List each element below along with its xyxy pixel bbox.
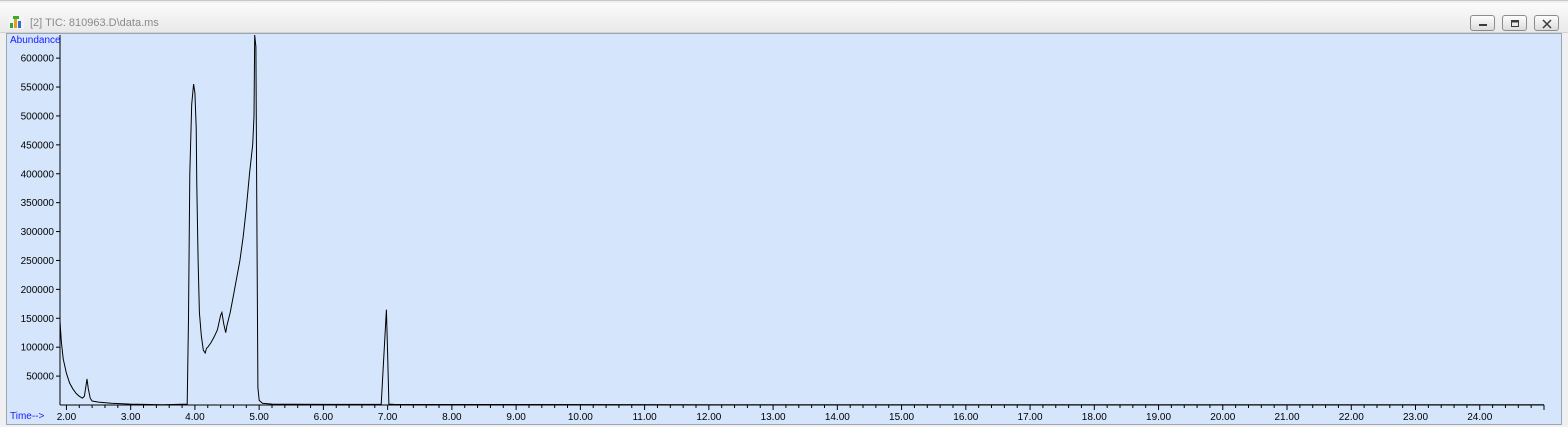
x-tick-label: 24.00 [1467, 412, 1492, 423]
x-tick-label: 22.00 [1339, 412, 1364, 423]
y-tick-label: 550000 [21, 83, 55, 94]
x-tick-label: 14.00 [825, 412, 850, 423]
tic-trace-line [59, 34, 1544, 406]
x-tick-label: 21.00 [1275, 412, 1300, 423]
x-tick-label: 6.00 [314, 412, 334, 423]
minimize-button[interactable] [1470, 15, 1495, 31]
x-tick-label: 19.00 [1146, 412, 1171, 423]
restore-icon [1511, 20, 1519, 27]
x-tick-label: 11.00 [632, 412, 657, 423]
minimize-icon [1479, 24, 1487, 26]
x-tick-label: 15.00 [889, 412, 914, 423]
x-tick-label: 7.00 [378, 412, 398, 423]
x-tick-label: 2.00 [57, 412, 77, 423]
y-tick-label: 200000 [21, 285, 55, 296]
close-button[interactable] [1534, 15, 1559, 31]
restore-button[interactable] [1502, 15, 1527, 31]
title-bar[interactable]: [2] TIC: 810963.D\data.ms [0, 3, 1568, 33]
x-tick-label: 9.00 [506, 412, 526, 423]
y-tick-label: 350000 [21, 198, 55, 209]
plot-area[interactable] [6, 33, 1562, 425]
y-tick-label: 150000 [21, 314, 55, 325]
x-tick-label: 8.00 [442, 412, 462, 423]
window-title: [2] TIC: 810963.D\data.ms [30, 17, 159, 29]
x-tick-label: 20.00 [1210, 412, 1235, 423]
y-axis-title: Abundance [10, 35, 61, 46]
x-tick-label: 12.00 [696, 412, 721, 423]
y-tick-label: 600000 [21, 54, 55, 65]
x-tick-label: 13.00 [761, 412, 786, 423]
x-axis-title: Time--> [10, 411, 45, 422]
y-tick-label: 300000 [21, 227, 55, 238]
y-tick-label: 100000 [21, 343, 55, 354]
x-tick-label: 10.00 [568, 412, 593, 423]
y-tick-label: 250000 [21, 256, 55, 267]
x-tick-label: 18.00 [1082, 412, 1107, 423]
chromatogram-icon [9, 15, 24, 29]
close-icon [1542, 19, 1552, 29]
x-tick-label: 17.00 [1018, 412, 1043, 423]
y-tick-label: 50000 [26, 372, 54, 383]
x-tick-label: 4.00 [185, 412, 205, 423]
x-tick-label: 16.00 [953, 412, 978, 423]
y-tick-label: 400000 [21, 169, 55, 180]
y-tick-label: 500000 [21, 111, 55, 122]
y-tick-label: 450000 [21, 140, 55, 151]
x-tick-label: 3.00 [121, 412, 141, 423]
x-tick-label: 5.00 [249, 412, 269, 423]
x-tick-label: 23.00 [1403, 412, 1428, 423]
